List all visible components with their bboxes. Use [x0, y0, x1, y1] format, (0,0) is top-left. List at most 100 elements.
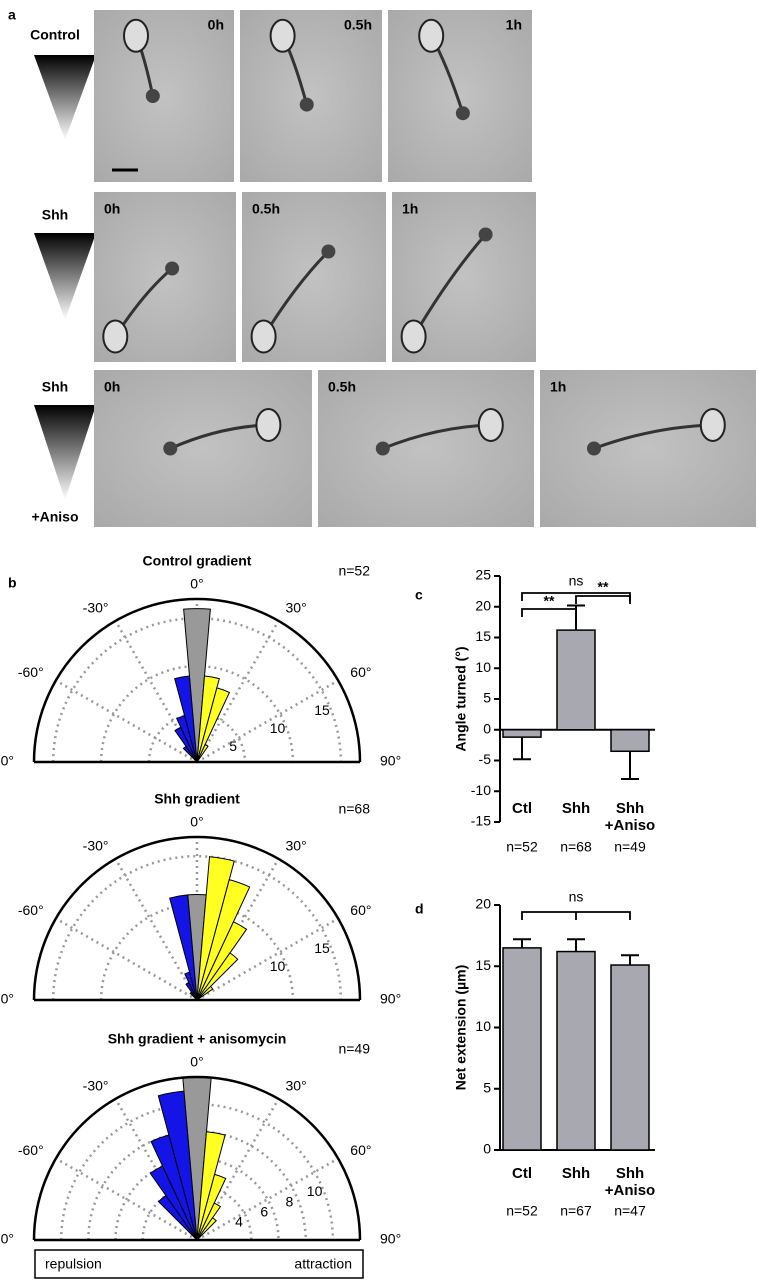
y-tick-label: 20	[475, 597, 491, 613]
time-label: 0h	[104, 201, 120, 217]
n-label: n=52	[338, 563, 370, 579]
n-label: n=47	[614, 1203, 646, 1219]
angle-tick-label: 0°	[190, 1054, 203, 1070]
angle-tick-label: -60°	[18, 664, 44, 680]
row-label: Control	[30, 27, 80, 43]
n-label: n=49	[338, 1041, 370, 1057]
grid-spoke	[55, 917, 198, 1002]
x-tick-label: Shh	[561, 1165, 591, 1182]
angle-tick-label: 60°	[350, 902, 371, 918]
bar	[610, 964, 650, 1151]
angle-tick-label: -90°	[0, 1231, 14, 1247]
chart-title: Shh gradient	[154, 791, 240, 807]
chart-title: Control gradient	[143, 553, 252, 569]
x-tick-label: Shh +Aniso	[604, 800, 656, 834]
time-label: 1h	[402, 201, 418, 217]
y-tick-label: 0	[483, 720, 491, 736]
grid-spoke	[196, 1157, 339, 1242]
panel-label: c	[415, 587, 423, 603]
time-label: 1h	[550, 379, 566, 395]
angle-tick-label: 30°	[286, 599, 307, 615]
row-label: Shh	[42, 379, 68, 395]
angle-tick-label: 60°	[350, 1142, 371, 1158]
n-label: n=68	[338, 801, 370, 817]
rose-bar	[196, 1217, 217, 1241]
x-tick-label: Shh	[561, 800, 591, 817]
soma	[269, 18, 296, 53]
significance-label: ns	[569, 573, 584, 589]
growth-cone	[163, 441, 178, 456]
time-label: 0.5h	[328, 379, 356, 395]
growth-cone	[145, 89, 160, 103]
micrograph	[540, 370, 756, 527]
angle-tick-label: 90°	[380, 1231, 401, 1247]
angle-tick-label: -30°	[83, 1077, 109, 1093]
panel-label: d	[415, 901, 424, 917]
r-tick-label: 15	[314, 940, 330, 956]
growth-cone	[455, 106, 470, 121]
r-tick-label: 6	[260, 1204, 268, 1220]
x-tick-label: Ctl	[512, 800, 532, 817]
n-label: n=52	[506, 839, 538, 855]
angle-tick-label: 30°	[286, 1077, 307, 1093]
angle-tick-label: 0°	[190, 814, 203, 830]
r-tick-label: 10	[307, 1183, 323, 1199]
bar	[502, 947, 542, 1151]
y-tick-label: -15	[471, 813, 491, 829]
micrograph	[94, 10, 234, 182]
y-tick-label: -5	[479, 751, 492, 767]
panel-label: b	[8, 575, 17, 591]
r-tick-label: 10	[270, 958, 286, 974]
rose-bar	[196, 952, 239, 1001]
y-axis-title: Angle turned (°)	[453, 646, 469, 751]
outer-arc	[32, 1075, 362, 1241]
grid-ring	[87, 1130, 307, 1241]
growth-cone	[299, 97, 314, 112]
footer-label: repulsion	[45, 1256, 102, 1272]
n-label: n=52	[506, 1203, 538, 1219]
grid-spoke	[55, 679, 198, 764]
growth-cone	[587, 441, 601, 456]
rose-bar	[196, 985, 214, 1001]
angle-tick-label: -60°	[18, 902, 44, 918]
gradient-triangle	[34, 405, 96, 500]
y-axis-title: Net extension (µm)	[453, 965, 469, 1091]
y-tick-label: 15	[475, 957, 491, 973]
grid-ring	[59, 1102, 335, 1241]
r-tick-label: 4	[235, 1214, 243, 1230]
n-label: n=67	[560, 1203, 592, 1219]
chart-title: Shh gradient + anisomycin	[108, 1031, 287, 1047]
rose-bar	[196, 878, 251, 1001]
growth-cone	[321, 244, 336, 259]
soma	[477, 407, 504, 442]
growth-cone	[478, 227, 493, 242]
y-tick-label: 15	[475, 628, 491, 644]
micrograph	[240, 10, 382, 182]
bar	[610, 729, 650, 753]
rose-bar	[196, 687, 231, 763]
soma	[123, 18, 149, 53]
angle-tick-label: -90°	[0, 991, 14, 1007]
angle-tick-label: 90°	[380, 753, 401, 769]
row-label: Shh	[42, 207, 68, 223]
significance-label: **	[598, 579, 609, 595]
time-label: 1h	[506, 17, 522, 33]
soma	[255, 407, 282, 442]
angle-tick-label: 90°	[380, 991, 401, 1007]
y-tick-label: 5	[483, 690, 491, 706]
footer-label: attraction	[294, 1256, 352, 1272]
outer-arc	[32, 597, 362, 763]
y-tick-label: 20	[475, 896, 491, 912]
gradient-triangle	[34, 55, 96, 140]
angle-tick-label: 30°	[286, 837, 307, 853]
x-tick-label: Shh +Aniso	[604, 1165, 656, 1199]
rose-bar	[183, 608, 211, 763]
n-label: n=68	[560, 839, 592, 855]
direction-box	[34, 1249, 364, 1279]
y-tick-label: 10	[475, 659, 491, 675]
time-label: 0h	[208, 17, 224, 33]
n-label: n=49	[614, 839, 646, 855]
x-tick-label: Ctl	[512, 1165, 532, 1182]
significance-label: ns	[569, 889, 584, 905]
